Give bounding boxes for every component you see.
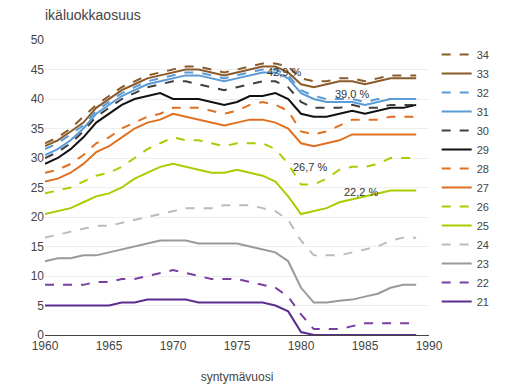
svg-text:1975: 1975: [224, 339, 251, 353]
svg-text:34: 34: [477, 49, 489, 61]
svg-text:23: 23: [477, 258, 489, 270]
svg-text:21: 21: [477, 296, 489, 308]
svg-text:42,9 %: 42,9 %: [267, 66, 301, 78]
svg-text:25: 25: [31, 181, 45, 195]
svg-text:32: 32: [477, 87, 489, 99]
svg-text:30: 30: [31, 151, 45, 165]
svg-text:39,0 %: 39,0 %: [335, 88, 369, 100]
svg-text:33: 33: [477, 68, 489, 80]
svg-text:24: 24: [477, 239, 489, 251]
svg-text:ikäluokkaosuus: ikäluokkaosuus: [45, 7, 141, 23]
svg-text:40: 40: [31, 92, 45, 106]
svg-text:1970: 1970: [160, 339, 187, 353]
svg-text:0: 0: [37, 328, 44, 342]
svg-text:26,7 %: 26,7 %: [293, 161, 327, 173]
svg-text:syntymävuosi: syntymävuosi: [201, 370, 274, 384]
svg-text:50: 50: [31, 33, 45, 47]
svg-text:1990: 1990: [416, 339, 443, 353]
svg-text:31: 31: [477, 106, 489, 118]
svg-text:45: 45: [31, 63, 45, 77]
svg-text:22: 22: [477, 277, 489, 289]
svg-text:25: 25: [477, 220, 489, 232]
svg-text:1985: 1985: [352, 339, 379, 353]
svg-text:29: 29: [477, 144, 489, 156]
svg-text:10: 10: [31, 269, 45, 283]
svg-text:20: 20: [31, 210, 45, 224]
svg-text:5: 5: [37, 299, 44, 313]
svg-text:15: 15: [31, 240, 45, 254]
svg-text:27: 27: [477, 182, 489, 194]
svg-text:26: 26: [477, 201, 489, 213]
svg-text:28: 28: [477, 163, 489, 175]
svg-text:22,2 %: 22,2 %: [344, 186, 378, 198]
svg-text:30: 30: [477, 125, 489, 137]
svg-text:1960: 1960: [32, 339, 59, 353]
svg-text:1965: 1965: [96, 339, 123, 353]
svg-text:1980: 1980: [288, 339, 315, 353]
svg-text:35: 35: [31, 122, 45, 136]
